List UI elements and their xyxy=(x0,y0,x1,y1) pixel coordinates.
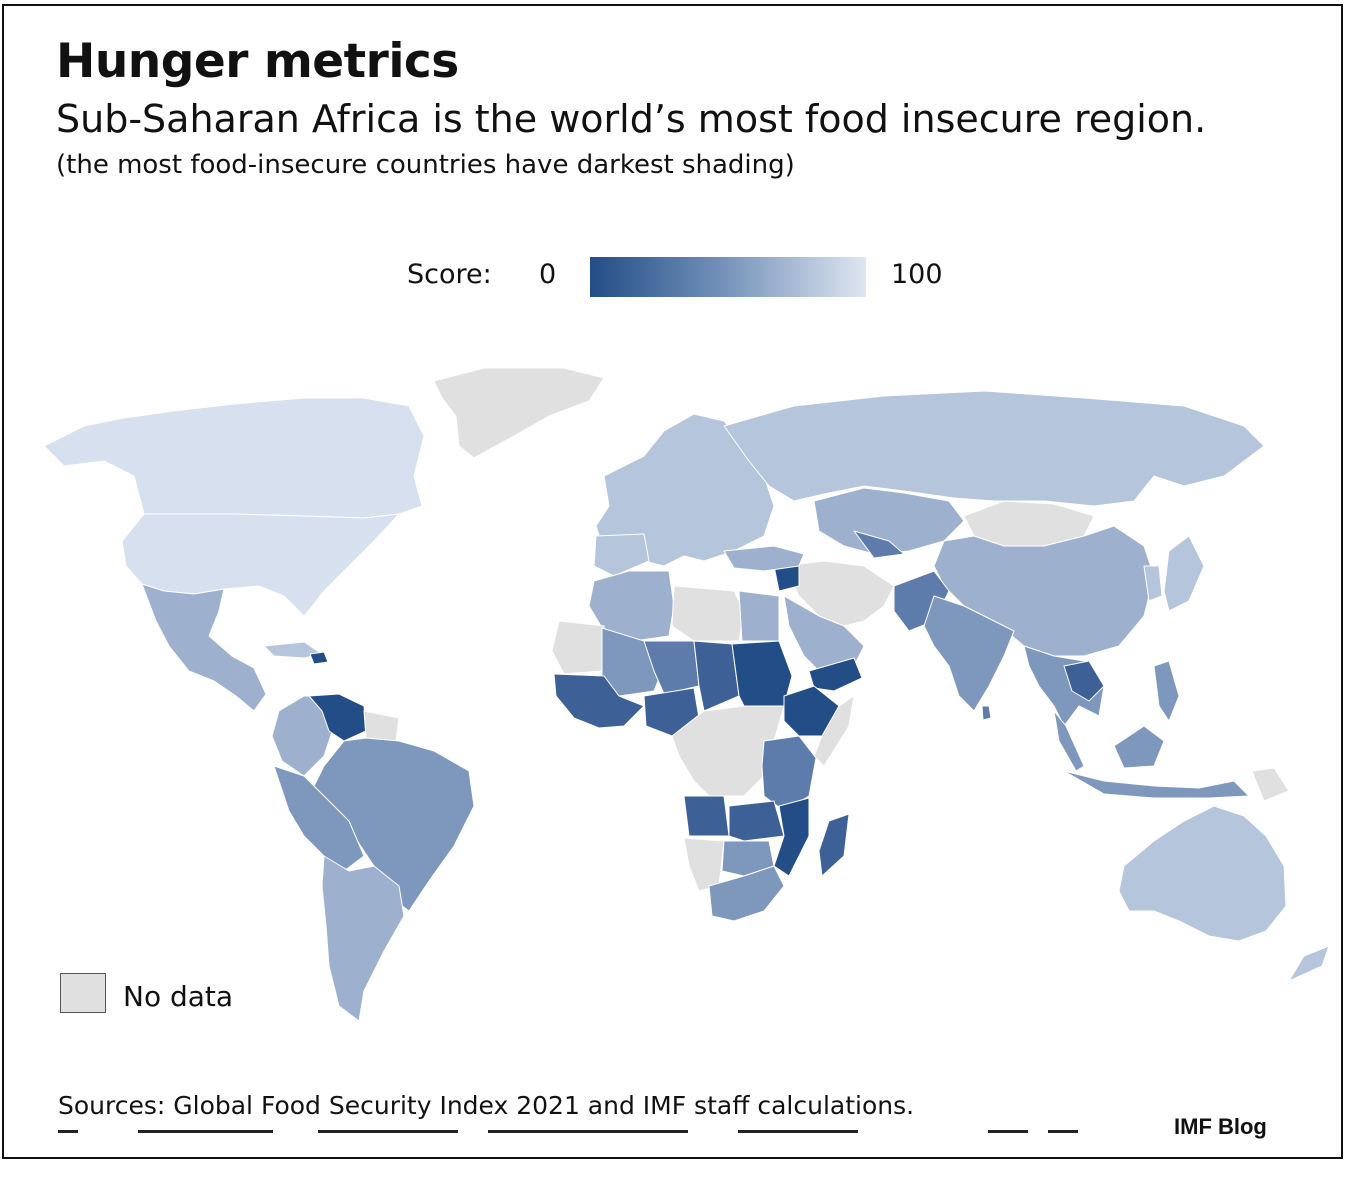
region-tajikistan xyxy=(853,530,905,559)
region-peru-bolivia xyxy=(273,765,365,872)
region-borneo xyxy=(1113,725,1165,769)
region-angola xyxy=(683,795,730,837)
region-madagascar xyxy=(818,813,850,877)
region-sri-lanka xyxy=(981,705,992,721)
region-mozambique xyxy=(773,797,810,877)
region-malay-peninsula xyxy=(1053,710,1085,772)
region-usa xyxy=(121,513,400,617)
chart-frame: Hunger metrics Sub-Saharan Africa is the… xyxy=(2,4,1343,1159)
region-australia xyxy=(1118,805,1287,942)
region-venezuela xyxy=(308,693,367,742)
region-guianas xyxy=(363,710,400,742)
legend-no-data-swatch xyxy=(60,973,106,1013)
region-korea xyxy=(1143,565,1163,602)
region-argentina-chile xyxy=(321,855,405,1022)
region-china xyxy=(933,525,1155,657)
world-map xyxy=(43,367,1330,1022)
region-greenland xyxy=(433,367,605,459)
region-new-zealand xyxy=(1288,945,1330,982)
region-chad xyxy=(693,640,740,712)
region-sudan xyxy=(731,640,793,707)
region-west-africa-coast xyxy=(553,673,645,729)
region-russia xyxy=(723,390,1265,507)
region-turkey xyxy=(723,545,805,572)
legend-min-label: 0 xyxy=(539,259,557,290)
region-indonesia xyxy=(1063,770,1250,799)
chart-title: Hunger metrics xyxy=(56,34,459,89)
chart-note: (the most food-insecure countries have d… xyxy=(56,150,795,180)
region-libya xyxy=(671,585,745,642)
region-morocco-algeria xyxy=(588,570,675,642)
region-western-sahara xyxy=(551,620,605,675)
legend-max-label: 100 xyxy=(891,259,943,290)
legend-score-label: Score: xyxy=(407,259,492,290)
region-haiti xyxy=(309,651,329,665)
region-png xyxy=(1251,767,1290,802)
region-canada-alaska xyxy=(43,397,425,519)
chart-subtitle: Sub-Saharan Africa is the world’s most f… xyxy=(56,97,1207,141)
legend-no-data-label: No data xyxy=(123,980,234,1013)
region-japan xyxy=(1163,535,1205,612)
legend-gradient-bar xyxy=(590,257,866,297)
region-philippines xyxy=(1153,660,1180,722)
region-middle-east xyxy=(783,560,895,627)
region-cambodia-laos xyxy=(1063,660,1105,702)
imf-blog-logo: IMF Blog xyxy=(1174,1114,1267,1139)
region-south-africa xyxy=(708,865,785,922)
region-yemen xyxy=(808,657,863,692)
chart-sources: Sources: Global Food Security Index 2021… xyxy=(58,1091,915,1120)
region-iberia xyxy=(593,533,650,577)
region-mexico xyxy=(141,583,267,712)
cropped-text-line xyxy=(58,1130,1078,1133)
region-zambia-malawi xyxy=(728,800,785,842)
region-egypt xyxy=(738,590,780,642)
region-india xyxy=(923,595,1015,712)
